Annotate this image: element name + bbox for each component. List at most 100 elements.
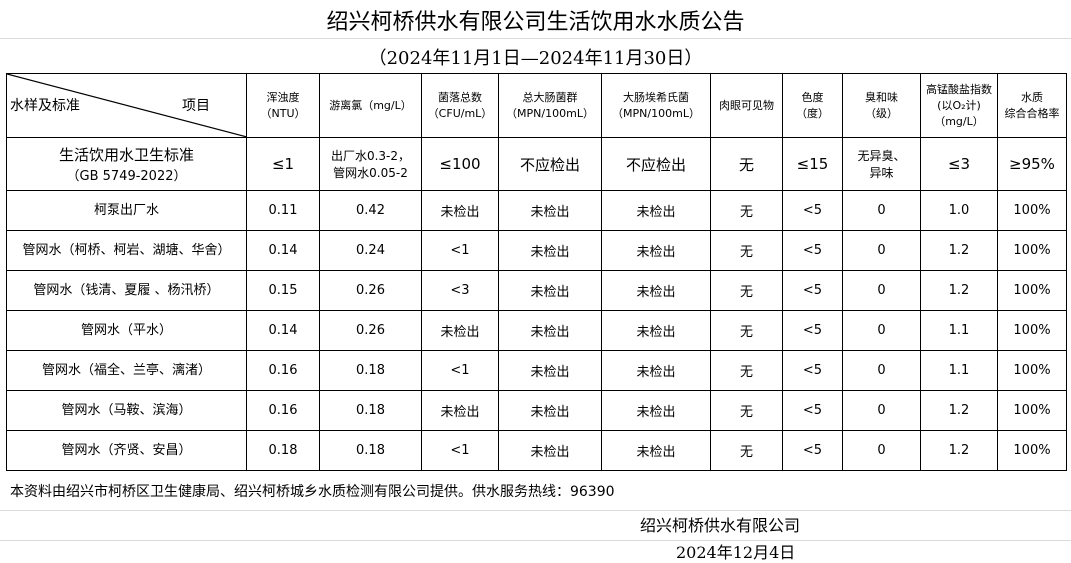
- standard-value: ≤15: [782, 137, 843, 191]
- standard-value: 无异臭、 异味: [842, 137, 921, 191]
- result-value: 1.2: [920, 430, 998, 471]
- diagonal-line: [7, 74, 246, 137]
- standard-value: ≤1: [246, 137, 320, 191]
- result-value: <5: [782, 310, 843, 351]
- column-header: 游离氯（mg/L）: [319, 73, 422, 138]
- result-value: 0.14: [246, 230, 320, 271]
- result-value: 未检出: [601, 310, 711, 351]
- result-value: 未检出: [498, 310, 602, 351]
- result-value: 0.18: [319, 390, 422, 431]
- source-note: 本资料由绍兴市柯桥区卫生健康局、绍兴柯桥城乡水质检测有限公司提供。供水服务热线：…: [10, 484, 615, 500]
- water-quality-table: 水样及标准 项目 浑浊度 （NTU） 游离氯（mg/L） 菌落总数 （CFU/mL） 总大…: [6, 73, 1067, 471]
- result-value: 0: [842, 350, 921, 391]
- table-row: 管网水（柯桥、柯岩、湖塘、华舍） 0.14 0.24 <1 未检出 未检出无 <5 0 1.2 1…: [6, 230, 1067, 271]
- result-value: <5: [782, 350, 843, 391]
- result-value: <5: [782, 270, 843, 311]
- result-value: <5: [782, 190, 843, 231]
- result-value: 100%: [997, 390, 1067, 431]
- result-value: <1: [421, 350, 499, 391]
- result-value: 无: [710, 390, 783, 431]
- result-value: 0: [842, 230, 921, 271]
- result-value: 1.1: [920, 310, 998, 351]
- result-value: 1.2: [920, 230, 998, 271]
- result-value: <3: [421, 270, 499, 311]
- result-value: 0.26: [319, 310, 422, 351]
- result-value: 100%: [997, 230, 1067, 271]
- result-value: 0: [842, 390, 921, 431]
- result-value: <5: [782, 430, 843, 471]
- result-value: 0.18: [246, 430, 320, 471]
- sample-name: 管网水（钱清、夏履 、杨汛桥）: [6, 270, 247, 311]
- result-value: 0.15: [246, 270, 320, 311]
- result-value: 无: [710, 350, 783, 391]
- standard-row: 生活饮用水卫生标准 （GB 5749-2022） ≤1 出厂水0.3-2， 管网水0.…: [6, 137, 1067, 191]
- result-value: 无: [710, 310, 783, 351]
- sample-name: 管网水（福全、兰亭、漓渚）: [6, 350, 247, 391]
- column-header: 臭和味 （级）: [842, 73, 921, 138]
- table-row: 管网水（平水） 0.14 0.26 未检出 未检出 未检出无 <5 0 1.1 100%: [6, 310, 1067, 351]
- sample-name: 柯泵出厂水: [6, 190, 247, 231]
- column-header: 总大肠菌群 （MPN/100mL）: [498, 73, 602, 138]
- standard-value: ≥95%: [997, 137, 1067, 191]
- table-row: 管网水（钱清、夏履 、杨汛桥） 0.15 0.26 <3 未检出 未检出无 <5 0 1.2 10…: [6, 270, 1067, 311]
- page-subtitle: （2024年11月1日—2024年11月30日）: [368, 48, 703, 69]
- result-value: 未检出: [601, 230, 711, 271]
- result-value: 未检出: [498, 350, 602, 391]
- publish-date: 2024年12月4日: [676, 543, 796, 562]
- column-header: 浑浊度 （NTU）: [246, 73, 320, 138]
- sample-name: 管网水（马鞍、滨海）: [6, 390, 247, 431]
- standard-value: 出厂水0.3-2， 管网水0.05-2: [319, 137, 422, 191]
- result-value: 无: [710, 430, 783, 471]
- result-value: 0.26: [319, 270, 422, 311]
- sample-name: 管网水（齐贤、安昌）: [6, 430, 247, 471]
- column-header: 肉眼可见物: [710, 73, 783, 138]
- result-value: <5: [782, 390, 843, 431]
- result-value: 未检出: [601, 430, 711, 471]
- column-header: 高锰酸盐指数(以O₂计) （mg/L）: [920, 73, 998, 138]
- table-row: 管网水（马鞍、滨海） 0.16 0.18 未检出 未检出 未检出无 <5 0 1.2 100%: [6, 390, 1067, 431]
- standard-value: 不应检出: [601, 137, 711, 191]
- result-value: 无: [710, 230, 783, 271]
- standard-value: 无: [710, 137, 783, 191]
- result-value: 未检出: [498, 230, 602, 271]
- result-value: 1.2: [920, 390, 998, 431]
- result-value: <5: [782, 230, 843, 271]
- result-value: 0.18: [319, 430, 422, 471]
- result-value: 未检出: [601, 190, 711, 231]
- result-value: 未检出: [601, 270, 711, 311]
- result-value: 0.11: [246, 190, 320, 231]
- result-value: 0.16: [246, 390, 320, 431]
- standard-name-cell: 生活饮用水卫生标准 （GB 5749-2022）: [6, 137, 247, 191]
- result-value: 未检出: [421, 190, 499, 231]
- result-value: 未检出: [421, 310, 499, 351]
- result-value: 100%: [997, 270, 1067, 311]
- result-value: 0.24: [319, 230, 422, 271]
- row-axis-label: 水样及标准: [10, 98, 80, 114]
- standard-value: ≤3: [920, 137, 998, 191]
- diagonal-header-cell: 水样及标准 项目: [6, 73, 247, 138]
- page-title: 绍兴柯桥供水有限公司生活饮用水水质公告: [326, 10, 745, 35]
- result-value: 0: [842, 430, 921, 471]
- company-name: 绍兴柯桥供水有限公司: [640, 516, 801, 535]
- result-value: 0.14: [246, 310, 320, 351]
- column-header: 大肠埃希氏菌 （MPN/100mL）: [601, 73, 711, 138]
- table-row: 管网水（福全、兰亭、漓渚） 0.16 0.18 <1 未检出 未检出无 <5 0 1.1 100%: [6, 350, 1067, 391]
- result-value: 无: [710, 190, 783, 231]
- result-value: 100%: [997, 310, 1067, 351]
- result-value: 未检出: [498, 270, 602, 311]
- result-value: 0: [842, 310, 921, 351]
- result-value: 未检出: [498, 430, 602, 471]
- result-value: <1: [421, 230, 499, 271]
- result-value: 0: [842, 270, 921, 311]
- column-header: 色度 （度）: [782, 73, 843, 138]
- table-row: 柯泵出厂水 0.11 0.42 未检出 未检出 未检出无 <5 0 1.0 100%: [6, 190, 1067, 231]
- result-value: 未检出: [421, 390, 499, 431]
- table-row: 管网水（齐贤、安昌） 0.18 0.18 <1 未检出 未检出无 <5 0 1.2 100%: [6, 430, 1067, 471]
- result-value: <1: [421, 430, 499, 471]
- result-value: 100%: [997, 350, 1067, 391]
- result-value: 0: [842, 190, 921, 231]
- result-value: 100%: [997, 190, 1067, 231]
- result-value: 未检出: [601, 350, 711, 391]
- standard-name: 生活饮用水卫生标准: [58, 146, 194, 164]
- header-row: 水样及标准 项目 浑浊度 （NTU） 游离氯（mg/L） 菌落总数 （CFU/mL） 总大…: [6, 73, 1067, 138]
